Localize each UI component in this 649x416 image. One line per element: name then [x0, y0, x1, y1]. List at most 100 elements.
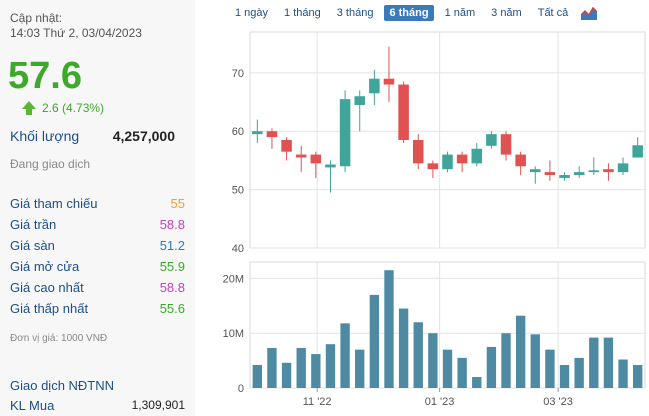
volume-bar [413, 322, 423, 388]
volume-bar [311, 354, 321, 388]
buy-volume-label: KL Mua [10, 398, 55, 413]
stat-label: Giá thấp nhất [10, 301, 89, 316]
volume-bar [384, 270, 394, 388]
candle-body [471, 148, 483, 164]
foreign-trading-label: Giao dịch NĐTNN [10, 378, 115, 393]
stat-value: 58.8 [159, 217, 185, 232]
stat-value: 58.8 [159, 280, 185, 295]
buy-volume-value: 1,309,901 [131, 398, 185, 412]
candle-body [544, 172, 556, 176]
volume-bar [457, 357, 467, 388]
volume-bar [472, 377, 482, 388]
price-tick-label: 50 [232, 185, 244, 197]
volume-bar [545, 349, 555, 388]
volume-bar [603, 337, 614, 388]
candle-body [617, 163, 629, 173]
candle-body [412, 140, 424, 164]
current-price: 57.6 [8, 55, 82, 97]
volume-label: Khối lượng [10, 128, 80, 144]
candle-body [281, 140, 292, 152]
volume-tick-label: 10M [223, 328, 244, 340]
volume-bar [633, 364, 643, 388]
stat-row: Giá cao nhất 58.8 [10, 280, 185, 295]
updated-label: Cập nhật: [10, 11, 63, 25]
tab-6-months[interactable]: 6 tháng [384, 5, 434, 21]
stat-label: Giá sàn [10, 238, 55, 253]
candle-body [588, 170, 600, 173]
volume-bar [501, 333, 511, 388]
candle-body [515, 154, 526, 167]
volume-bar [486, 346, 497, 388]
tab-3-years[interactable]: 3 năm [491, 7, 522, 19]
candle-body [603, 169, 614, 173]
volume-bar [428, 333, 438, 388]
stat-label: Giá mở cửa [10, 259, 80, 274]
tab-all[interactable]: Tất cả [537, 7, 569, 19]
volume-tick-label: 20M [223, 273, 244, 285]
candle-body [398, 84, 409, 140]
price-tick-label: 70 [232, 68, 244, 80]
stat-row: Giá thấp nhất 55.6 [10, 301, 185, 316]
x-tick-label: 03 '23 [543, 396, 573, 408]
up-arrow-icon [22, 101, 36, 115]
candle-body [310, 154, 322, 164]
volume-bar [325, 344, 336, 388]
candle-body [442, 154, 453, 170]
stat-label: Giá tham chiếu [10, 196, 98, 211]
candle-body [427, 163, 439, 170]
price-tick-label: 40 [232, 243, 244, 255]
area-chart-icon[interactable] [581, 6, 598, 20]
volume-bar [530, 334, 540, 388]
tab-1-day[interactable]: 1 ngày [235, 7, 269, 19]
volume-bar [369, 294, 380, 388]
volume-bar [442, 349, 453, 388]
stat-row: Giá sàn 51.2 [10, 238, 185, 253]
tab-1-year[interactable]: 1 năm [444, 7, 476, 19]
volume-bar [340, 323, 350, 388]
volume-bar [252, 364, 262, 388]
candle-body [325, 164, 336, 168]
candle-body [354, 96, 365, 105]
stat-row: Giá tham chiếu 55 [10, 196, 185, 211]
period-tabs: 1 ngày 1 tháng 3 tháng 6 tháng 1 năm 3 n… [230, 3, 598, 23]
stat-value: 55 [170, 196, 185, 211]
volume-bar [355, 349, 365, 388]
candle-body [500, 134, 512, 155]
price-panel-frame [249, 31, 646, 249]
tab-3-months[interactable]: 3 tháng [336, 7, 374, 19]
trading-status: Đang giao dịch [10, 157, 91, 171]
candle-body [559, 175, 570, 178]
price-change-value: 2.6 (4.73%) [42, 101, 105, 115]
volume-bar [574, 357, 584, 388]
stock-summary-panel: Cập nhật: 14:03 Thứ 2, 03/04/2023 57.6 2… [0, 0, 195, 416]
volume-panel-frame [249, 261, 646, 389]
candle-body [573, 172, 585, 176]
stat-row: Giá trần 58.8 [10, 217, 185, 232]
volume-tick-label: 0 [238, 383, 244, 395]
updated-time: 14:03 Thứ 2, 03/04/2023 [10, 26, 142, 40]
price-tick-label: 60 [232, 126, 244, 138]
candle-body [530, 169, 541, 173]
volume-bar [515, 315, 526, 388]
candle-body [339, 99, 351, 167]
volume-bar [281, 362, 292, 388]
stat-value: 55.6 [159, 301, 185, 316]
x-tick-label: 01 '23 [425, 396, 455, 408]
candle-body [632, 145, 643, 158]
price-change: 2.6 (4.73%) [22, 101, 104, 115]
volume-bar [296, 348, 306, 388]
candle-body [486, 134, 497, 146]
volume-value: 4,257,000 [112, 128, 175, 144]
stat-value: 55.9 [159, 259, 185, 274]
candle-body [295, 154, 307, 158]
tab-1-month[interactable]: 1 tháng [284, 7, 321, 19]
volume-bar [589, 337, 599, 388]
price-unit-note: Đơn vị giá: 1000 VNĐ [10, 333, 108, 344]
stat-value: 51.2 [159, 238, 185, 253]
volume-bar [398, 308, 409, 388]
volume-bar [618, 359, 628, 388]
volume-bar [559, 364, 570, 388]
stat-row: Giá mở cửa 55.9 [10, 259, 185, 274]
stat-label: Giá trần [10, 217, 57, 232]
candle-body [456, 154, 468, 164]
